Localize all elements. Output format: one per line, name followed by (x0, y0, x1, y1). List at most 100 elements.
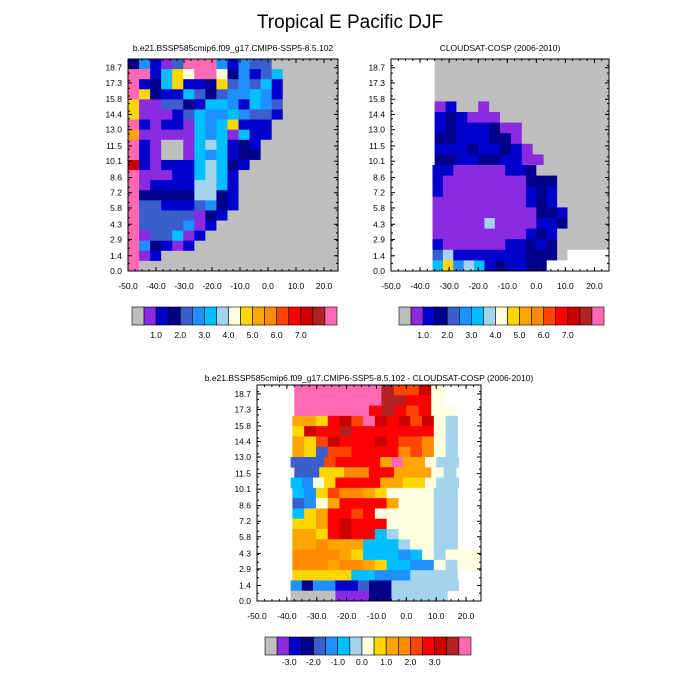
heatmap-cell (445, 570, 458, 581)
heatmap-cell (381, 395, 395, 406)
heatmap-cell (161, 139, 173, 151)
heatmap-cell (401, 228, 413, 240)
heatmap-cell (565, 143, 577, 155)
heatmap-cell (433, 529, 447, 540)
heatmap-cell (510, 143, 523, 155)
colorbar-swatch (264, 636, 278, 656)
heatmap-cell (576, 122, 588, 134)
heatmap-cell (467, 90, 479, 102)
heatmap-cell (423, 112, 435, 123)
heatmap-cell (500, 112, 512, 123)
heatmap-cell (351, 559, 364, 571)
y-tick-label: 15.8 (105, 94, 122, 104)
heatmap-cell (304, 426, 317, 437)
heatmap-cell (216, 260, 228, 272)
x-tick-label: -10.0 (230, 281, 250, 291)
heatmap-cell (216, 230, 228, 242)
heatmap-cell (369, 385, 382, 396)
heatmap-cell (216, 149, 228, 161)
colorbar-swatch (591, 306, 605, 326)
heatmap-cell (546, 207, 558, 219)
heatmap-cell (515, 186, 527, 198)
heatmap-cell (515, 260, 527, 272)
heatmap-cell (315, 570, 329, 581)
heatmap-cell (356, 467, 370, 478)
heatmap-cell (260, 170, 273, 181)
heatmap-cell (386, 539, 399, 550)
heatmap-cell (598, 90, 610, 102)
heatmap-cell (194, 180, 206, 191)
heatmap-cell (183, 250, 195, 262)
heatmap-cell (183, 159, 195, 171)
heatmap-cell (172, 119, 184, 131)
heatmap-cell (457, 559, 470, 571)
heatmap-cell (510, 59, 523, 70)
heatmap-cell (410, 559, 423, 571)
heatmap-cell (411, 175, 423, 187)
heatmap-cell (271, 230, 284, 242)
heatmap-cell (494, 175, 506, 187)
heatmap-cell (260, 260, 273, 272)
heatmap-cell (423, 90, 435, 102)
colorbar-swatch (555, 306, 569, 326)
heatmap-cell (304, 190, 317, 201)
heatmap-cell (577, 228, 589, 240)
heatmap-cell (271, 159, 284, 171)
heatmap-cell (238, 240, 250, 252)
heatmap-cell (150, 89, 162, 100)
heatmap-cell (227, 240, 239, 252)
heatmap-cell (412, 59, 425, 70)
heatmap-cell (411, 239, 423, 251)
heatmap-cell (304, 79, 317, 90)
heatmap-cell (238, 250, 250, 262)
heatmap-cell (380, 590, 392, 602)
heatmap-cell (442, 175, 454, 187)
x-tick-label: 20.0 (458, 611, 475, 621)
heatmap-cell (467, 143, 479, 155)
heatmap-cell (150, 220, 162, 232)
heatmap-cell (128, 159, 140, 171)
heatmap-cell (494, 207, 506, 219)
heatmap-cell (293, 89, 306, 100)
colorbar-swatch (385, 636, 399, 656)
heatmap-cell (484, 239, 496, 251)
heatmap-cell (260, 59, 273, 70)
heatmap-cell (327, 529, 340, 540)
heatmap-cell (351, 415, 364, 427)
heatmap-cell (194, 220, 206, 232)
heatmap-cell (326, 159, 339, 171)
heatmap-cell (194, 230, 206, 242)
y-tick-label: 7.2 (239, 516, 251, 526)
heatmap-cell (598, 218, 610, 229)
heatmap-cell (356, 385, 370, 396)
heatmap-cell (433, 508, 447, 520)
heatmap-cell (402, 457, 415, 468)
x-tick-label: -40.0 (277, 611, 297, 621)
heatmap-cell (249, 89, 262, 100)
heatmap-cell (339, 570, 352, 581)
heatmap-cell (445, 154, 457, 166)
heatmap-cell (422, 196, 433, 208)
colorbar-label: 3.0 (429, 657, 441, 667)
y-tick-label: 2.9 (373, 234, 385, 244)
heatmap-cell (445, 508, 458, 520)
heatmap-cell (293, 119, 306, 131)
heatmap-cell (260, 99, 273, 110)
heatmap-cell (339, 487, 352, 499)
heatmap-cell (447, 477, 459, 489)
heatmap-cell (194, 109, 206, 120)
heatmap-cell (205, 69, 217, 80)
heatmap-cell (494, 165, 506, 176)
heatmap-cell (386, 426, 399, 437)
heatmap-cell (445, 112, 457, 123)
heatmap-cell (510, 154, 523, 166)
heatmap-cell (445, 529, 458, 540)
heatmap-cell (453, 260, 465, 272)
heatmap-cell (576, 133, 588, 145)
heatmap-cell (447, 457, 459, 468)
heatmap-cell (456, 122, 468, 134)
heatmap-cell (315, 89, 328, 100)
heatmap-cell (532, 154, 544, 166)
colorbar-label: 5.0 (514, 330, 526, 340)
heatmap-cell (227, 230, 239, 242)
